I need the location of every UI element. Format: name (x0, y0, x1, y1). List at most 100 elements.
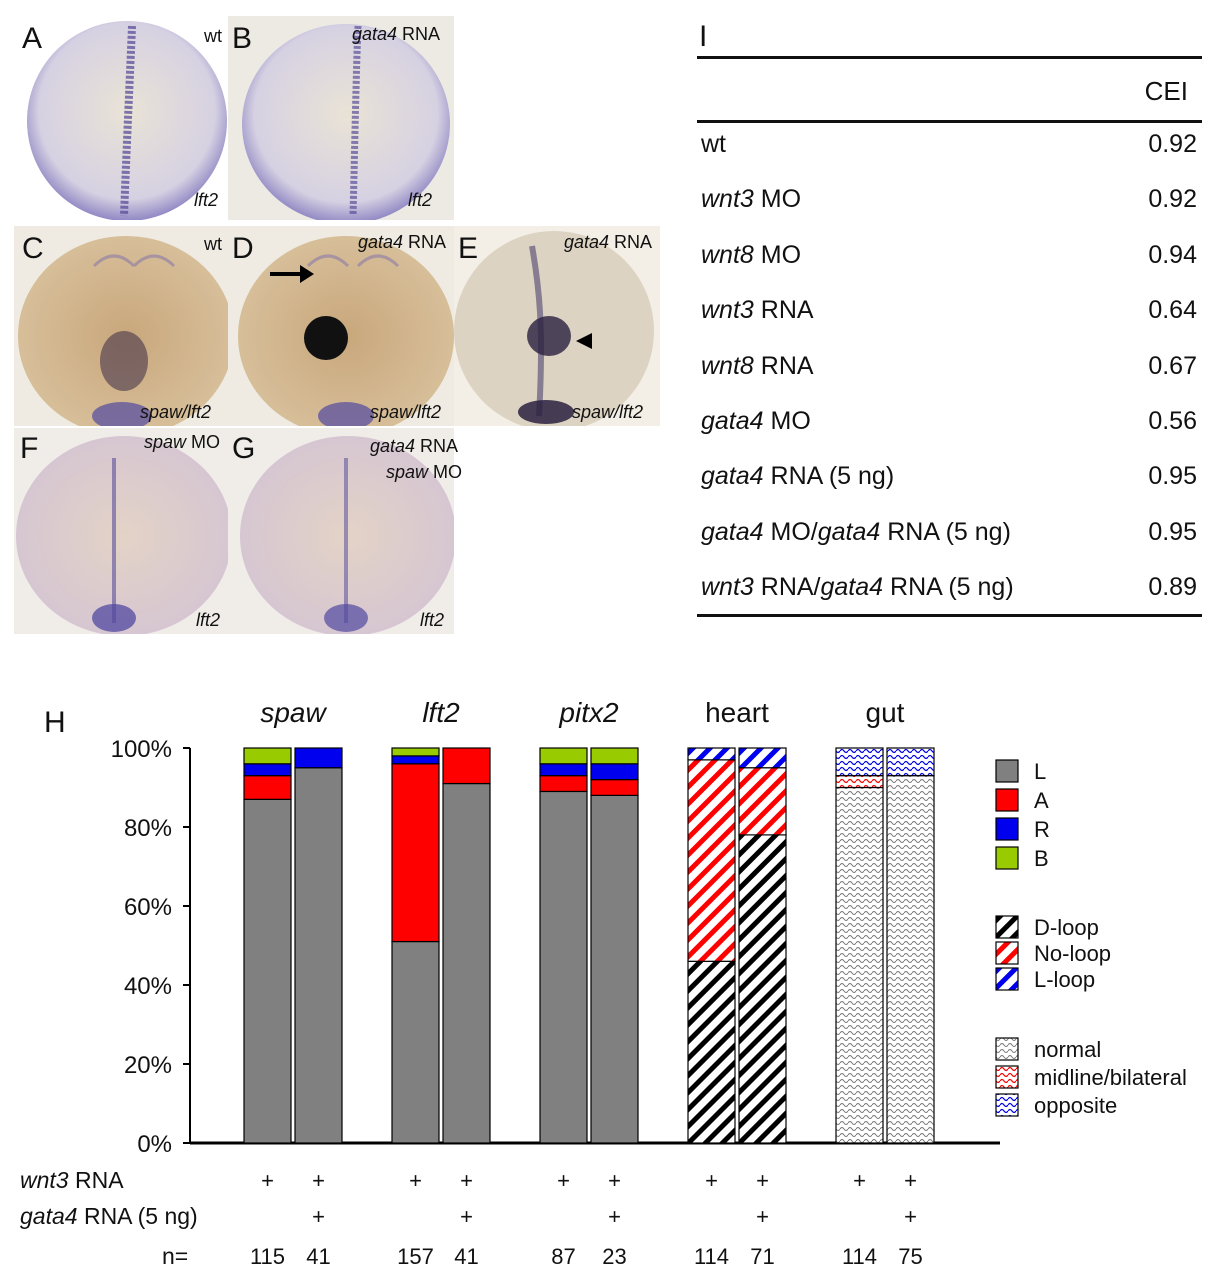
y-tick-label: 60% (124, 894, 172, 921)
y-tick-label: 20% (124, 1052, 172, 1079)
bar-segment (835, 775, 884, 789)
gene-name: wnt3 (701, 296, 754, 325)
bar-segment (886, 747, 935, 777)
bar-segment (391, 940, 440, 1144)
gene-label-e: spaw/lft2 (572, 402, 644, 422)
table-row-value: 0.94 (1148, 240, 1197, 269)
gene-label-b: lft2 (408, 190, 433, 210)
y-tick-label: 0% (137, 1131, 172, 1158)
panel-letter-f: F (20, 432, 39, 465)
gata4-marker: + (904, 1204, 917, 1229)
gene-label-d: spaw/lft2 (370, 402, 442, 422)
embryo-image-a (27, 21, 227, 220)
bar-segment (391, 747, 440, 757)
legend-swatch (995, 788, 1019, 812)
gata4-marker: + (756, 1204, 769, 1229)
bar-segment (738, 747, 787, 769)
table-row-label: gata4 MO/gata4 RNA (5 ng) (701, 518, 1011, 547)
gene-label-a: lft2 (194, 190, 219, 210)
label-text: MO (753, 185, 802, 214)
bar-segment (835, 747, 884, 777)
n-count: 41 (454, 1244, 478, 1269)
table-row: wnt3 MO 0.92 (701, 185, 1197, 225)
treatment-label-b: gata4 RNA (352, 24, 440, 45)
treatment-label-e: gata4 RNA (564, 232, 652, 253)
bar-segment (590, 779, 639, 797)
gene-name: gata4 (817, 517, 881, 546)
table-row-value: 0.89 (1148, 573, 1197, 602)
wnt3-marker: + (312, 1168, 325, 1193)
n-count: 87 (551, 1244, 575, 1269)
bar-segment (539, 747, 588, 765)
table-bottom-rule (697, 614, 1202, 617)
group-title: heart (705, 697, 769, 728)
treatment2-rest-g: MO (428, 462, 463, 482)
bar-segment (391, 763, 440, 943)
treatment-label-d: gata4 RNA (358, 232, 446, 253)
legend-label: opposite (1034, 1093, 1117, 1118)
table-row-value: 0.92 (1148, 130, 1197, 158)
wnt3-marker: + (608, 1168, 621, 1193)
legend-swatch (995, 967, 1019, 991)
legend-label: A (1034, 788, 1049, 813)
panel-letter-e: E (458, 232, 479, 265)
bar-segment (886, 775, 935, 1144)
table-row-label: wnt3 RNA (701, 296, 814, 325)
legend-label: R (1034, 817, 1050, 842)
legend-label: L-loop (1034, 967, 1095, 992)
arrowhead-icon (576, 333, 592, 349)
legend-label: No-loop (1034, 941, 1111, 966)
label-text: MO (753, 240, 802, 269)
gene-name: wnt8 (701, 240, 754, 269)
wnt3-marker: + (853, 1168, 866, 1193)
gene-label-f: lft2 (196, 610, 221, 630)
group-title: spaw (260, 697, 327, 728)
n-count: 75 (898, 1244, 922, 1269)
legend-label: B (1034, 846, 1049, 871)
bar-segment (738, 767, 787, 836)
gene-name: wnt3 (20, 1167, 69, 1193)
legend-swatch (995, 817, 1019, 841)
group-title: gut (866, 697, 905, 728)
bar-segment (687, 960, 736, 1144)
bar-segment (243, 775, 292, 800)
panel-letter-d: D (232, 232, 254, 265)
legend-label: normal (1034, 1037, 1101, 1062)
label-text: RNA (5 ng) (763, 462, 895, 491)
gene-name: gata4 (701, 407, 764, 435)
legend-swatch (995, 1093, 1019, 1117)
table-row-value: 0.56 (1148, 407, 1197, 435)
table-row-value: 0.64 (1148, 296, 1197, 325)
table-row: wnt3 RNA 0.64 (701, 296, 1197, 336)
table-row-value: 0.67 (1148, 351, 1197, 380)
label-text: RNA (753, 296, 814, 325)
row-label: n= (162, 1243, 188, 1269)
legend-label: D-loop (1034, 915, 1099, 940)
n-count: 41 (306, 1244, 330, 1269)
row-label-text: n= (162, 1243, 188, 1269)
table-row: gata4 MO/gata4 RNA (5 ng) 0.95 (701, 518, 1197, 558)
n-count: 23 (602, 1244, 626, 1269)
y-tick-label: 40% (124, 973, 172, 1000)
bar-segment (243, 747, 292, 765)
embryo-image-f (14, 428, 228, 634)
bar-segment (687, 759, 736, 962)
photo-panel-d (228, 226, 454, 426)
bar-segment (391, 755, 440, 765)
stacked-bar-chart: H 0% 20% 40% 60% 80% 100% spaw +115 + +41 lft2 +15… (20, 697, 1187, 1269)
x-labels-layer: spaw +115 + +41 lft2 +157 + +41 pitx2 +87 + +23 hear… (20, 697, 923, 1269)
photo-panel-a (14, 16, 228, 220)
legend-swatch (995, 1065, 1019, 1089)
gene-name: gata4 (820, 573, 884, 602)
gata4-marker: + (608, 1204, 621, 1229)
treatment-gene-f: spaw (144, 432, 187, 452)
bar-segment (539, 763, 588, 777)
treatment-rest-f: MO (186, 432, 221, 452)
table-row-label: gata4 RNA (5 ng) (701, 462, 894, 491)
embryo-image-b (228, 16, 454, 220)
treatment-label-a: wt (204, 26, 222, 46)
table-row-value: 0.95 (1148, 517, 1197, 546)
bar-segment (590, 763, 639, 781)
wnt3-marker: + (705, 1168, 718, 1193)
group-title: pitx2 (558, 697, 619, 728)
